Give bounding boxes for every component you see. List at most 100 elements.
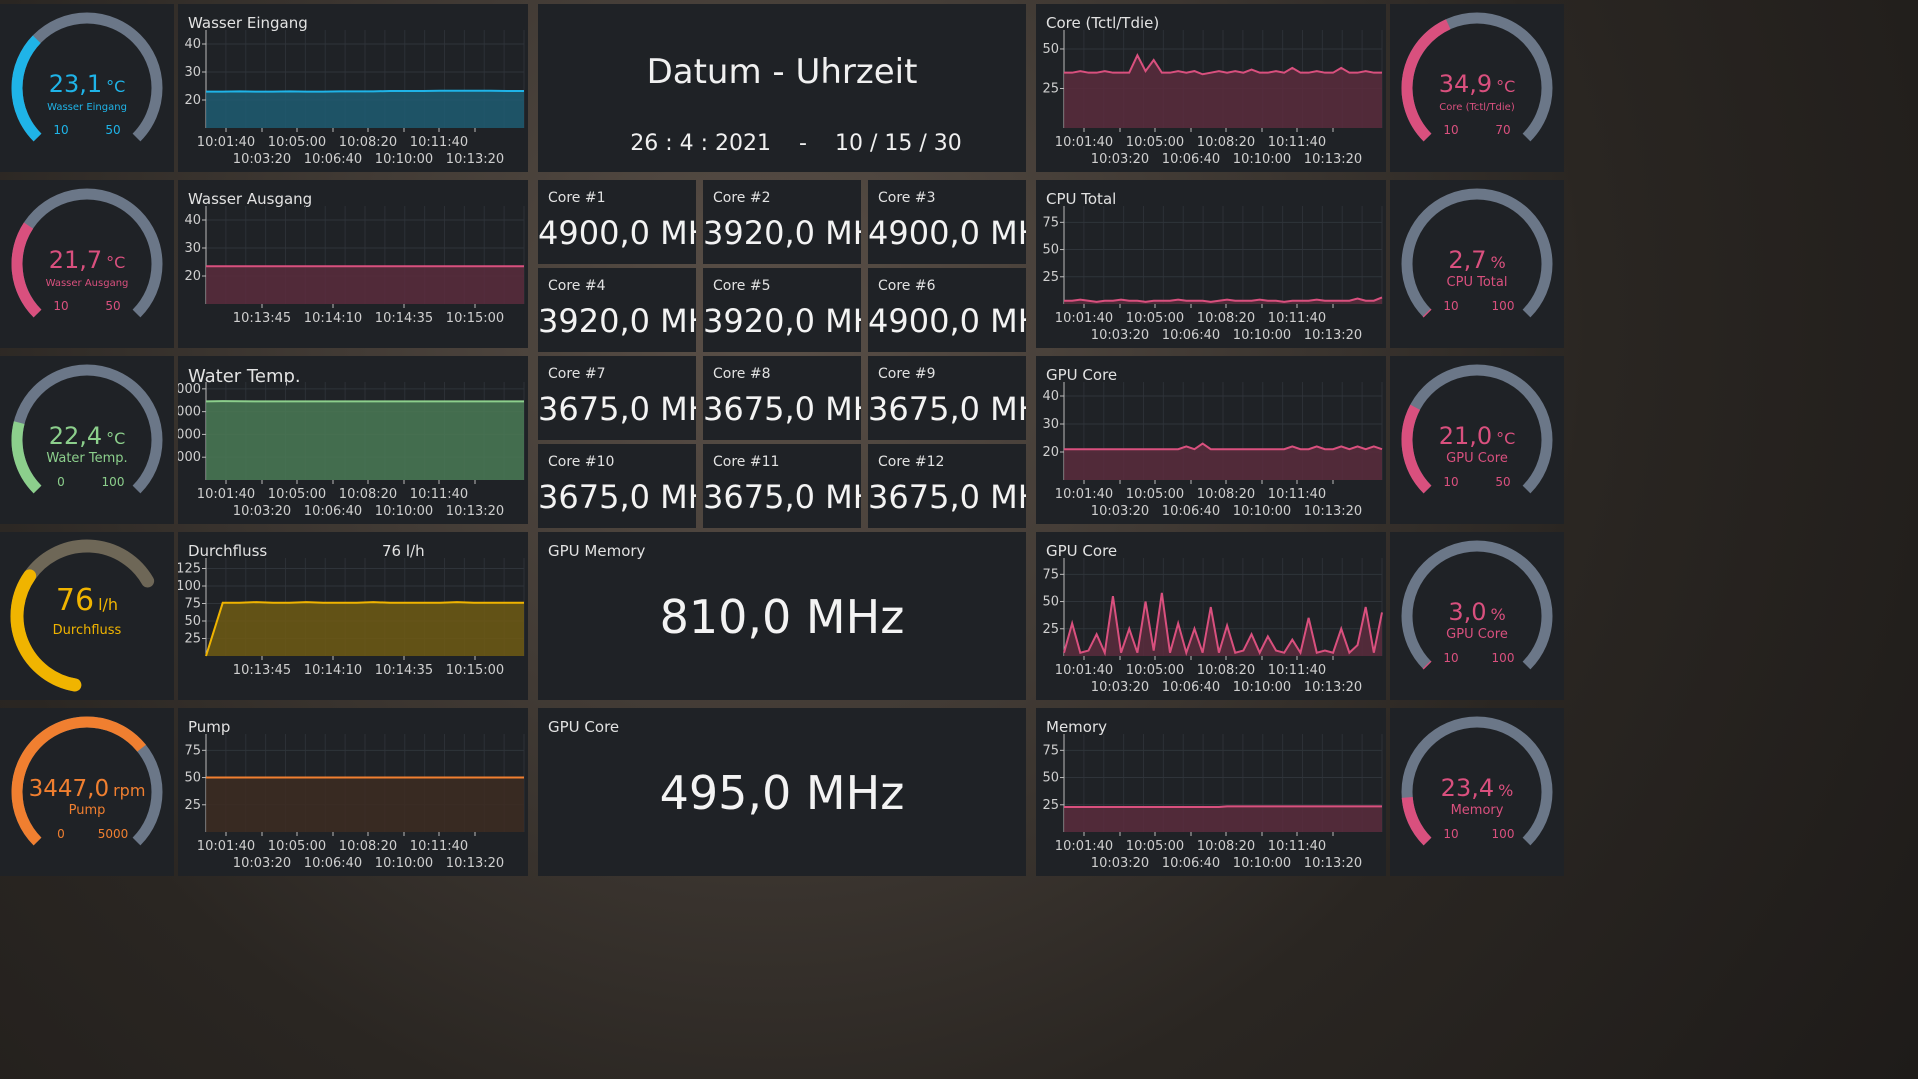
gauge-label: Wasser Ausgang bbox=[46, 278, 129, 289]
gauge-max: 100 bbox=[1492, 827, 1515, 841]
x-tick-label: 10:13:20 bbox=[1304, 152, 1362, 167]
chart-memory: 25 50 75 10:01:40 10:05:00 10:08:20 10:11:40 10… bbox=[1042, 734, 1383, 871]
core-tile: Core #12 3675,0 MHz bbox=[868, 444, 1026, 528]
chart-title: Wasser Ausgang bbox=[188, 190, 313, 208]
x-tick-label: 10:10:00 bbox=[375, 152, 433, 167]
core-label: Core #4 bbox=[548, 278, 606, 294]
gauge-panel-gpu-core-load: 3,0% GPU Core 10 100 bbox=[1390, 532, 1564, 700]
x-tick-label: 10:10:00 bbox=[1233, 328, 1291, 343]
x-tick-label: 10:03:20 bbox=[233, 152, 291, 167]
gauge-panel-durchfluss: 76 l/h Durchfluss bbox=[0, 532, 174, 700]
x-tick-label: 10:11:40 bbox=[1268, 487, 1326, 502]
y-tick-label: 50 bbox=[184, 771, 201, 786]
x-tick-label: 10:03:20 bbox=[1091, 680, 1149, 695]
y-tick-label: 20 bbox=[184, 93, 201, 108]
y-tick-label: 125 bbox=[178, 562, 201, 577]
x-tick-label: 10:05:00 bbox=[1126, 135, 1184, 150]
core-frequency: 3920,0 MHz bbox=[703, 302, 861, 340]
date-value: 26 : 4 : 2021 bbox=[630, 131, 772, 156]
y-tick-label: 50 bbox=[1042, 595, 1059, 610]
gauge-track bbox=[1401, 188, 1553, 318]
core-label: Core #10 bbox=[548, 454, 615, 470]
gauge-value: 76 l/h bbox=[56, 583, 118, 618]
core-tile: Core #6 4900,0 MHz bbox=[868, 268, 1026, 352]
gauge-value: 23,1 °C bbox=[49, 70, 126, 98]
core-label: Core #9 bbox=[878, 366, 936, 382]
core-tile: Core #5 3920,0 MHz bbox=[703, 268, 861, 352]
chart-panel-pump: Pump 25 50 75 10:01:40 10:05:00 10:08:20 10:11… bbox=[178, 708, 528, 876]
y-tick-label: 50 bbox=[1042, 42, 1059, 57]
x-tick-label: 10:13:45 bbox=[233, 311, 291, 326]
x-tick-label: 10:15:00 bbox=[446, 663, 504, 678]
gpu-memory-label: GPU Memory bbox=[548, 542, 646, 560]
chart-core-tctl: 25 50 10:01:40 10:05:00 10:08:20 10:11:40 10:0… bbox=[1042, 30, 1383, 167]
gauge-min: 10 bbox=[1443, 123, 1458, 137]
series-area bbox=[206, 90, 524, 128]
series-area bbox=[1064, 443, 1382, 480]
gauge-min: 10 bbox=[1443, 299, 1458, 313]
core-frequency: 3920,0 MHz bbox=[703, 214, 861, 252]
y-tick-label: 75 bbox=[184, 597, 201, 612]
gauge-fill-marker bbox=[1422, 660, 1432, 670]
x-tick-label: 10:13:20 bbox=[1304, 680, 1362, 695]
gpu-core-clock-panel: GPU Core 495,0 MHz bbox=[538, 708, 1026, 876]
y-tick-label: 25 bbox=[1042, 81, 1059, 96]
chart-title: Pump bbox=[188, 718, 231, 736]
chart-durchfluss: 25 50 75 100 125 10:13:45 10:14:10 10:14:35 10:1… bbox=[178, 558, 525, 678]
gauge-max: 70 bbox=[1495, 123, 1510, 137]
series-area bbox=[1064, 806, 1382, 832]
core-frequency: 4900,0 MHz bbox=[868, 302, 1026, 340]
y-tick-label: 4.000 bbox=[178, 382, 201, 397]
series-line bbox=[205, 601, 524, 657]
gauge-label: Wasser Eingang bbox=[47, 102, 127, 113]
core-tile: Core #4 3920,0 MHz bbox=[538, 268, 696, 352]
gauge-gpu-core-load: 3,0 %GPU Core 10 100 bbox=[1401, 540, 1553, 670]
gauge-value: 2,7% bbox=[1448, 246, 1505, 274]
x-tick-label: 10:08:20 bbox=[1197, 839, 1255, 854]
gauge-max: 50 bbox=[1495, 475, 1510, 489]
chart-pump: 25 50 75 10:01:40 10:05:00 10:08:20 10:11:40 10… bbox=[184, 734, 525, 871]
core-frequency: 3675,0 MHz bbox=[538, 390, 696, 428]
y-tick-label: 1.000 bbox=[178, 450, 201, 465]
x-tick-label: 10:03:20 bbox=[1091, 328, 1149, 343]
x-tick-label: 10:03:20 bbox=[233, 856, 291, 871]
x-tick-label: 10:03:20 bbox=[1091, 152, 1149, 167]
chart-title: GPU Core bbox=[1046, 542, 1118, 560]
series-area bbox=[206, 777, 524, 832]
gauge-durchfluss: 76 l/h Durchfluss bbox=[10, 539, 155, 692]
gauge-value: 22,4 °C bbox=[49, 422, 126, 450]
x-tick-label: 10:13:20 bbox=[1304, 856, 1362, 871]
gauge-label: Durchfluss bbox=[53, 623, 122, 638]
gpu-core-clock-value: 495,0 MHz bbox=[659, 766, 905, 820]
gauge-min: 10 bbox=[1443, 827, 1458, 841]
x-tick-label: 10:14:10 bbox=[304, 663, 362, 678]
core-frequency: 3920,0 MHz bbox=[538, 302, 696, 340]
y-tick-label: 40 bbox=[184, 213, 201, 228]
chart-wasser-eingang: 20 30 40 10:01:40 10:05:00 10:08:20 10:11:40 10… bbox=[184, 30, 525, 167]
gauge-fill bbox=[1401, 404, 1432, 494]
core-frequency: 4900,0 MHz bbox=[538, 214, 696, 252]
x-tick-label: 10:10:00 bbox=[1233, 504, 1291, 519]
core-label: Core #1 bbox=[548, 190, 606, 206]
y-tick-label: 3.000 bbox=[178, 405, 201, 420]
chart-gpu-core-load: 25 50 75 10:01:40 10:05:00 10:08:20 10:11:40 10… bbox=[1042, 558, 1383, 695]
core-tile: Core #11 3675,0 MHz bbox=[703, 444, 861, 528]
x-tick-label: 10:14:35 bbox=[375, 311, 433, 326]
x-tick-label: 10:03:20 bbox=[233, 504, 291, 519]
x-tick-label: 10:03:20 bbox=[1091, 856, 1149, 871]
gauge-panel-wasser-ausgang: 21,7 °C Wasser Ausgang 10 50 bbox=[0, 180, 174, 348]
gauge-panel-memory: 23,4% Memory 10 100 bbox=[1390, 708, 1564, 876]
chart-title: Core (Tctl/Tdie) bbox=[1046, 14, 1160, 32]
gauge-track bbox=[1401, 716, 1553, 846]
core-label: Core #8 bbox=[713, 366, 771, 382]
gauge-label: Memory bbox=[1451, 803, 1504, 818]
core-frequency: 4900,0 MHz bbox=[868, 214, 1026, 252]
time-value: 10 / 15 / 30 bbox=[834, 131, 962, 156]
y-tick-label: 100 bbox=[178, 579, 201, 594]
x-tick-label: 10:13:20 bbox=[446, 504, 504, 519]
gpu-memory-value: 810,0 MHz bbox=[659, 590, 905, 644]
series-area bbox=[1064, 592, 1382, 656]
series-line bbox=[1064, 53, 1382, 76]
chart-title: GPU Core bbox=[1046, 366, 1118, 384]
y-tick-label: 2.000 bbox=[178, 427, 201, 442]
